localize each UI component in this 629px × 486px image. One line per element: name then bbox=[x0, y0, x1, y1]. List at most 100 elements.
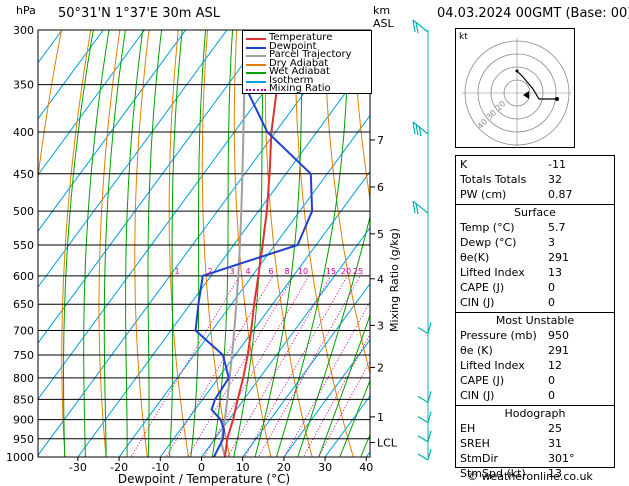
wind-barb-icon bbox=[417, 322, 432, 335]
hodograph-endpoint bbox=[555, 97, 559, 101]
hodograph-unit-label: kt bbox=[459, 32, 468, 42]
legend-swatch bbox=[246, 80, 266, 83]
dry-adiabat-line bbox=[264, 30, 313, 457]
most-unstable-index-row: Lifted Index 12 bbox=[460, 359, 610, 373]
legend-label: Wet Adiabat bbox=[269, 66, 330, 77]
index-key: θe(K) bbox=[460, 251, 490, 264]
surface-index-row: CIN (J) 0 bbox=[460, 296, 610, 310]
temperature-tick-label: -20 bbox=[110, 461, 128, 474]
storm-motion-icon bbox=[523, 91, 529, 99]
pressure-tick-label: 750 bbox=[13, 349, 34, 362]
pressure-tick-label: 450 bbox=[13, 168, 34, 181]
index-value: 301° bbox=[548, 452, 575, 465]
dry-adiabat-line bbox=[233, 30, 272, 457]
wind-barb-icon bbox=[417, 430, 432, 443]
height-tick-label: 7 bbox=[377, 134, 384, 147]
index-value: 0 bbox=[548, 281, 555, 294]
dry-adiabat-line bbox=[323, 30, 370, 376]
isotherm-line bbox=[38, 30, 269, 344]
dry-adiabat-line bbox=[98, 30, 121, 457]
pressure-tick-label: 300 bbox=[13, 24, 34, 37]
dry-adiabat-line bbox=[38, 30, 63, 181]
mixing-ratio-label: 8 bbox=[284, 267, 289, 276]
height-tick-label: 6 bbox=[377, 181, 384, 194]
index-key: CAPE (J) bbox=[460, 374, 505, 387]
index-value: 0 bbox=[548, 374, 555, 387]
pressure-tick-label: 500 bbox=[13, 205, 34, 218]
wet-adiabat-line bbox=[275, 30, 350, 457]
mixing-ratio-label: 6 bbox=[268, 267, 273, 276]
height-unit-km: km bbox=[373, 4, 391, 17]
mixing-ratio-axis-label: Mixing Ratio (g/kg) bbox=[388, 228, 401, 332]
pressure-tick-label: 900 bbox=[13, 414, 34, 427]
surface-index-row: θe(K) 291 bbox=[460, 251, 610, 265]
wet-adiabat-line bbox=[103, 30, 126, 457]
height-tick-label: 2 bbox=[377, 362, 384, 375]
mixing-ratio-label: 4 bbox=[245, 267, 250, 276]
mixing-ratio-line bbox=[226, 275, 332, 457]
index-value: 0 bbox=[548, 296, 555, 309]
index-key: θe (K) bbox=[460, 344, 493, 357]
dewpoint-line bbox=[194, 30, 314, 457]
index-value: 0.87 bbox=[548, 188, 573, 201]
pressure-tick-label: 700 bbox=[13, 325, 34, 338]
legend-swatch bbox=[246, 38, 266, 40]
isotherm-line bbox=[118, 114, 370, 457]
general-index-row: K -11 bbox=[460, 158, 610, 172]
mixing-ratio-label: 3 bbox=[229, 267, 234, 276]
mixing-ratio-line bbox=[165, 275, 274, 457]
surface-index-row: Temp (°C) 5.7 bbox=[460, 221, 610, 235]
index-key: Lifted Index bbox=[460, 266, 525, 279]
index-value: 0 bbox=[548, 389, 555, 402]
index-value: 291 bbox=[548, 251, 569, 264]
isotherm-line bbox=[38, 30, 104, 120]
temperature-tick-label: 20 bbox=[277, 461, 291, 474]
hodograph-index-row: StmDir 301° bbox=[460, 452, 610, 466]
wet-adiabat-line bbox=[339, 379, 370, 457]
hodograph-index-row: EH 25 bbox=[460, 422, 610, 436]
isotherm-line bbox=[242, 282, 370, 457]
height-tick-label: 1 bbox=[377, 411, 384, 424]
wet-adiabat-line bbox=[211, 30, 234, 457]
index-key: Dewp (°C) bbox=[460, 236, 517, 249]
pressure-tick-label: 800 bbox=[13, 372, 34, 385]
wet-adiabat-line bbox=[147, 30, 163, 457]
mixing-ratio-label: 2 bbox=[207, 267, 212, 276]
index-key: CAPE (J) bbox=[460, 281, 505, 294]
isotherm-line bbox=[38, 30, 228, 288]
isotherm-line bbox=[38, 30, 146, 176]
general-index-row: Totals Totals 32 bbox=[460, 173, 610, 187]
surface-index-row: CAPE (J) 0 bbox=[460, 281, 610, 295]
index-key: CIN (J) bbox=[460, 296, 495, 309]
most-unstable-index-row: CAPE (J) 0 bbox=[460, 374, 610, 388]
index-value: 3 bbox=[548, 236, 555, 249]
wet-adiabat-line bbox=[125, 30, 144, 457]
legend-label: Parcel Trajectory bbox=[269, 49, 352, 60]
hodograph-startpoint bbox=[515, 69, 519, 73]
isotherm-line bbox=[200, 226, 370, 457]
index-value: 291 bbox=[548, 344, 569, 357]
wet-adiabat-line bbox=[190, 30, 207, 457]
mixing-ratio-line bbox=[130, 275, 241, 457]
dry-adiabat-line bbox=[294, 30, 354, 457]
wind-barb-icon bbox=[417, 411, 432, 424]
index-value: 25 bbox=[548, 422, 562, 435]
surface-section-title: Surface bbox=[514, 206, 556, 219]
index-key: Totals Totals bbox=[460, 173, 527, 186]
mixing-ratio-label: 25 bbox=[353, 267, 363, 276]
wind-barb-icon bbox=[412, 19, 429, 34]
index-key: CIN (J) bbox=[460, 389, 495, 402]
index-key: PW (cm) bbox=[460, 188, 507, 201]
wind-barb-icon bbox=[417, 391, 432, 403]
mixing-ratio-label: 15 bbox=[326, 267, 336, 276]
pressure-unit-label: hPa bbox=[16, 4, 36, 17]
legend-swatch bbox=[246, 63, 266, 66]
hodograph-index-row: SREH 31 bbox=[460, 437, 610, 451]
most-unstable-section-title: Most Unstable bbox=[495, 314, 575, 327]
mixing-ratio-line bbox=[203, 275, 310, 457]
temperature-tick-label: -10 bbox=[151, 461, 169, 474]
legend-label: Temperature bbox=[269, 32, 333, 43]
plot-frame bbox=[37, 29, 371, 458]
index-key: K bbox=[460, 158, 468, 171]
index-value: -11 bbox=[548, 158, 566, 171]
